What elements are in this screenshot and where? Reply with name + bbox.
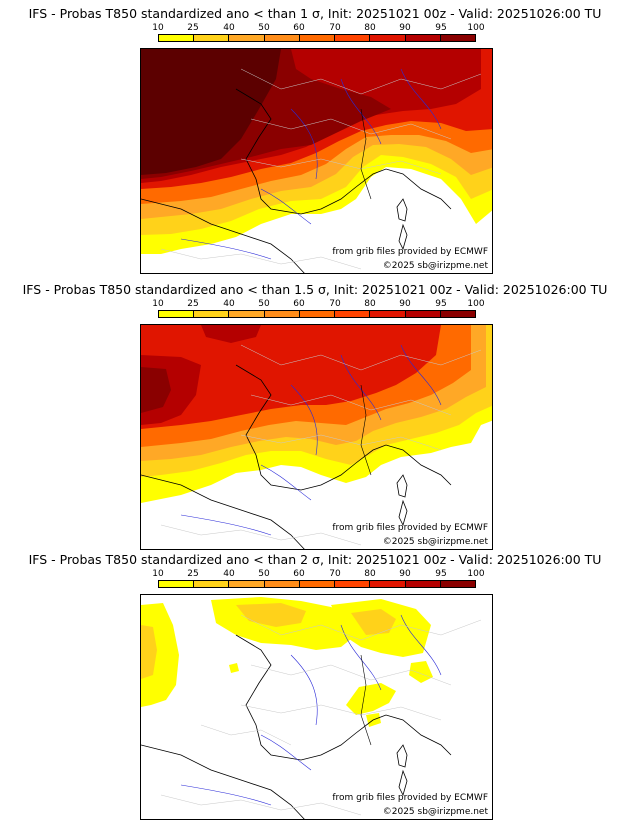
tick-label: 40	[223, 569, 235, 579]
map-graphic	[141, 595, 492, 819]
tick-label: 50	[258, 569, 270, 579]
scale-swatch	[440, 311, 475, 317]
tick-label: 25	[187, 299, 199, 309]
tick-label: 60	[293, 299, 305, 309]
color-scale: 10 25 40 50 60 70 80 90 95 100	[152, 569, 485, 589]
tick-label: 80	[364, 299, 376, 309]
scale-ticks: 10 25 40 50 60 70 80 90 95 100	[152, 23, 484, 33]
scale-swatch	[370, 581, 406, 587]
scale-swatch	[229, 35, 265, 41]
tick-label: 90	[399, 299, 411, 309]
tick-label: 60	[293, 569, 305, 579]
tick-label: 50	[258, 23, 270, 33]
tick-label: 10	[152, 23, 164, 33]
scale-ticks: 10 25 40 50 60 70 80 90 95 100	[152, 299, 484, 309]
scale-swatch	[264, 581, 300, 587]
tick-label: 25	[187, 23, 199, 33]
tick-label: 10	[152, 569, 164, 579]
scale-swatch	[370, 35, 406, 41]
scale-swatch	[159, 311, 195, 317]
color-scale: 10 25 40 50 60 70 80 90 95 100	[152, 23, 485, 43]
scale-swatch	[405, 35, 441, 41]
credit-copyright: ©2025 sb@irizpme.net	[382, 261, 488, 271]
scale-swatch	[405, 311, 441, 317]
tick-label: 40	[223, 299, 235, 309]
tick-label: 70	[329, 299, 341, 309]
scale-swatch	[335, 581, 371, 587]
scale-swatch	[299, 311, 336, 317]
tick-label: 40	[223, 23, 235, 33]
panel-title: IFS - Probas T850 standardized ano < tha…	[28, 6, 602, 21]
tick-label: 25	[187, 569, 199, 579]
tick-label: 10	[152, 299, 164, 309]
tick-label: 70	[329, 569, 341, 579]
scale-swatch	[370, 311, 406, 317]
credit-source: from grib files provided by ECMWF	[332, 793, 488, 803]
scale-swatch	[335, 35, 371, 41]
map-panel-3: IFS - Probas T850 standardized ano < tha…	[0, 546, 630, 822]
scale-bar	[158, 34, 476, 42]
tick-label: 60	[293, 23, 305, 33]
scale-swatch	[159, 581, 195, 587]
scale-swatch	[440, 35, 475, 41]
scale-ticks: 10 25 40 50 60 70 80 90 95 100	[152, 569, 484, 579]
scale-swatch	[299, 35, 336, 41]
credit-copyright: ©2025 sb@irizpme.net	[382, 537, 488, 547]
scale-swatch	[440, 581, 475, 587]
credit-copyright: ©2025 sb@irizpme.net	[382, 807, 488, 817]
tick-label: 80	[364, 569, 376, 579]
tick-label: 95	[435, 23, 447, 33]
scale-swatch	[229, 311, 265, 317]
tick-label: 50	[258, 299, 270, 309]
tick-label: 100	[467, 23, 485, 33]
map-graphic	[141, 325, 492, 549]
tick-label: 90	[399, 23, 411, 33]
tick-label: 70	[329, 23, 341, 33]
probability-map: from grib files provided by ECMWF ©2025 …	[140, 48, 493, 274]
scale-swatch	[264, 311, 300, 317]
scale-swatch	[264, 35, 300, 41]
scale-bar	[158, 310, 476, 318]
map-panel-2: IFS - Probas T850 standardized ano < tha…	[0, 276, 630, 552]
scale-swatch	[405, 581, 441, 587]
scale-swatch	[194, 311, 230, 317]
panel-title: IFS - Probas T850 standardized ano < tha…	[22, 282, 608, 297]
scale-bar	[158, 580, 476, 588]
tick-label: 100	[467, 569, 485, 579]
tick-label: 90	[399, 569, 411, 579]
panel-title: IFS - Probas T850 standardized ano < tha…	[28, 552, 602, 567]
tick-label: 95	[435, 299, 447, 309]
credit-source: from grib files provided by ECMWF	[332, 523, 488, 533]
probability-map: from grib files provided by ECMWF ©2025 …	[140, 594, 493, 820]
tick-label: 100	[467, 299, 485, 309]
scale-swatch	[159, 35, 195, 41]
scale-swatch	[335, 311, 371, 317]
scale-swatch	[229, 581, 265, 587]
scale-swatch	[194, 35, 230, 41]
tick-label: 95	[435, 569, 447, 579]
scale-swatch	[194, 581, 230, 587]
credit-source: from grib files provided by ECMWF	[332, 247, 488, 257]
color-scale: 10 25 40 50 60 70 80 90 95 100	[152, 299, 485, 319]
map-graphic	[141, 49, 492, 273]
probability-map: from grib files provided by ECMWF ©2025 …	[140, 324, 493, 550]
scale-swatch	[299, 581, 336, 587]
tick-label: 80	[364, 23, 376, 33]
map-panel-1: IFS - Probas T850 standardized ano < tha…	[0, 0, 630, 276]
